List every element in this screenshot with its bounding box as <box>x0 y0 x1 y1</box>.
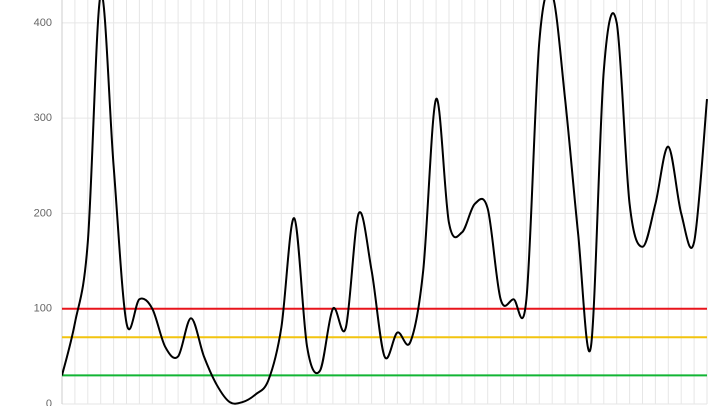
y-tick-label: 400 <box>34 17 52 29</box>
y-tick-label: 300 <box>34 112 52 124</box>
y-tick-label: 0 <box>46 398 52 406</box>
y-tick-label: 200 <box>34 207 52 219</box>
y-tick-label: 100 <box>34 303 52 315</box>
data-line <box>62 0 708 405</box>
